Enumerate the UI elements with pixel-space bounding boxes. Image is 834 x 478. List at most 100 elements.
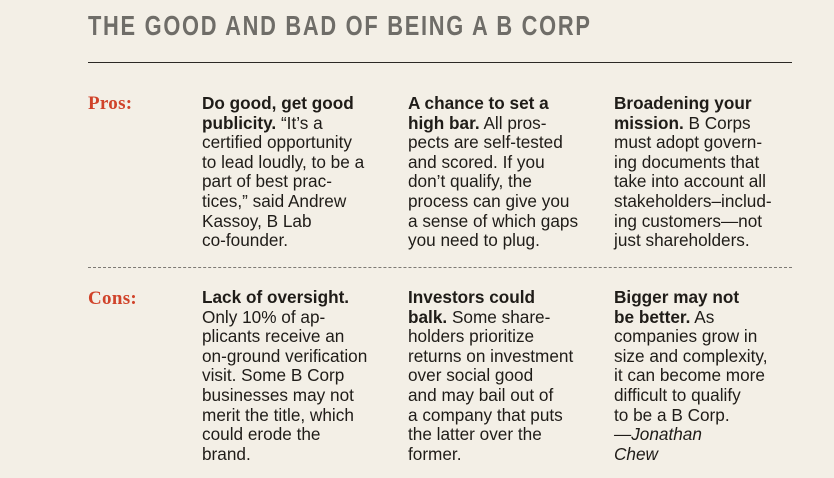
body-text: take into account all xyxy=(614,171,766,192)
bold-lead: mission. xyxy=(614,112,684,133)
text-line: merit the title, which xyxy=(202,404,382,426)
body-text: a sense of which gaps xyxy=(408,210,579,231)
text-line: size and complexity, xyxy=(614,346,794,367)
text-line: to be a B Corp. xyxy=(614,404,794,426)
text-line: Lack of oversight. xyxy=(202,287,382,308)
body-text: don’t qualify, the xyxy=(408,171,532,192)
body-text: tices,” said Andrew xyxy=(202,190,347,211)
body-text: must adopt govern- xyxy=(614,132,763,153)
body-text: co-founder. xyxy=(202,230,288,251)
text-line: and may bail out of xyxy=(408,384,588,406)
pros-label: Pros: xyxy=(88,93,133,114)
cons-cell-2: Investors could balk. Some share-holders … xyxy=(408,287,588,464)
body-text: to lead loudly, to be a xyxy=(202,151,365,172)
body-text: and may bail out of xyxy=(408,384,554,405)
text-line: Kassoy, B Lab xyxy=(202,211,382,232)
body-text: visit. Some B Corp xyxy=(202,365,345,386)
text-line: visit. Some B Corp xyxy=(202,366,382,386)
body-text: could erode the xyxy=(202,424,321,445)
bold-lead: A chance to set a xyxy=(408,93,549,113)
body-text: Some share- xyxy=(447,306,551,327)
page-title: THE GOOD AND BAD OF BEING A B CORP xyxy=(88,10,592,41)
body-text: to be a B Corp. xyxy=(614,404,730,425)
text-line: to lead loudly, to be a xyxy=(202,151,382,173)
text-line: high bar. All pros- xyxy=(408,112,588,134)
body-text: companies grow in xyxy=(614,326,758,347)
bold-lead: Lack of oversight. xyxy=(202,287,350,307)
body-text: it can become more xyxy=(614,365,765,386)
text-line: brand. xyxy=(202,443,382,465)
body-text: brand. xyxy=(202,443,251,464)
body-text: plicants receive an xyxy=(202,326,345,347)
text-line: you need to plug. xyxy=(408,230,588,251)
text-line: take into account all xyxy=(614,172,794,192)
text-line: Only 10% of ap- xyxy=(202,306,382,328)
body-text: certified opportunity xyxy=(202,132,352,153)
body-text: As xyxy=(690,306,715,327)
body-text: Only 10% of ap- xyxy=(202,306,326,327)
text-line: ing documents that xyxy=(614,152,794,173)
body-text: stakeholders–includ- xyxy=(614,190,772,211)
text-line: be better. As xyxy=(614,306,794,328)
pros-cell-1: Do good, get good publicity. “It’s a certi… xyxy=(202,93,382,251)
text-line: certified opportunity xyxy=(202,132,382,153)
text-line: pects are self-tested xyxy=(408,132,588,153)
text-line: Investors could xyxy=(408,287,588,308)
cons-label: Cons: xyxy=(88,288,138,309)
body-text: merit the title, which xyxy=(202,404,354,425)
text-line: over social good xyxy=(408,366,588,386)
text-line: ing customers—not xyxy=(614,210,794,232)
cons-cell-3: Bigger may not be better. As companies gro… xyxy=(614,287,794,465)
body-text: pects are self-tested xyxy=(408,132,563,153)
body-text: “It’s a xyxy=(276,112,323,133)
text-line: publicity. “It’s a xyxy=(202,112,382,134)
body-text: returns on investment xyxy=(408,345,574,366)
text-line: tices,” said Andrew xyxy=(202,190,382,212)
body-text: All pros- xyxy=(479,112,547,133)
bold-lead: Bigger may not xyxy=(614,287,740,307)
text-line: holders prioritize xyxy=(408,326,588,347)
text-line: businesses may not xyxy=(202,384,382,406)
body-text: B Corps xyxy=(683,112,751,133)
text-line: on-ground verification xyxy=(202,346,382,367)
body-text: you need to plug. xyxy=(408,230,540,251)
text-line: —Jonathan xyxy=(614,424,794,445)
text-line: must adopt govern- xyxy=(614,132,794,153)
byline: —Jonathan xyxy=(614,424,702,445)
text-line: Broadening your xyxy=(614,93,794,114)
text-line: companies grow in xyxy=(614,326,794,347)
bold-lead: be better. xyxy=(614,306,691,327)
bold-lead: balk. xyxy=(408,306,448,327)
bold-lead: Investors could xyxy=(408,287,536,307)
body-text: a company that puts xyxy=(408,404,563,425)
text-line: process can give you xyxy=(408,190,588,212)
bold-lead: Do good, get good xyxy=(202,93,354,113)
text-line: could erode the xyxy=(202,424,382,445)
text-line: don’t qualify, the xyxy=(408,172,588,192)
body-text: and scored. If you xyxy=(408,151,545,172)
body-text: process can give you xyxy=(408,190,570,211)
bold-lead: Broadening your xyxy=(614,93,752,113)
body-text: ing customers—not xyxy=(614,210,763,231)
byline: Chew xyxy=(614,443,658,464)
text-line: difficult to qualify xyxy=(614,384,794,406)
pros-cell-2: A chance to set a high bar. All pros-pect… xyxy=(408,93,588,251)
text-line: plicants receive an xyxy=(202,326,382,347)
text-line: Chew xyxy=(614,443,794,465)
text-line: Do good, get good xyxy=(202,93,382,114)
text-line: balk. Some share- xyxy=(408,306,588,328)
body-text: businesses may not xyxy=(202,384,354,405)
body-text: difficult to qualify xyxy=(614,384,741,405)
row-divider xyxy=(88,267,792,268)
text-line: Bigger may not xyxy=(614,287,794,308)
body-text: the latter over the xyxy=(408,424,542,445)
bold-lead: high bar. xyxy=(408,112,480,133)
pros-cell-3: Broadening your mission. B Corps must adop… xyxy=(614,93,794,251)
text-line: and scored. If you xyxy=(408,151,588,173)
text-line: a company that puts xyxy=(408,404,588,426)
text-line: mission. B Corps xyxy=(614,112,794,134)
body-text: just shareholders. xyxy=(614,230,750,251)
text-line: just shareholders. xyxy=(614,230,794,251)
text-line: co-founder. xyxy=(202,230,382,251)
body-text: former. xyxy=(408,443,462,464)
